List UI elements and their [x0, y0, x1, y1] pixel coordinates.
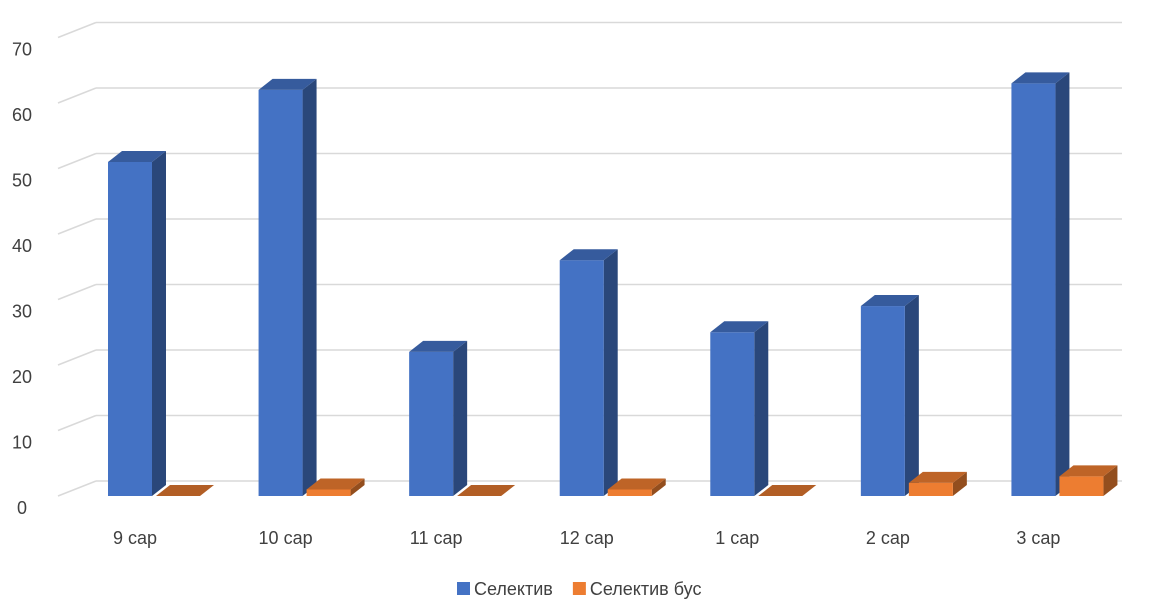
- bar-front: [1059, 476, 1104, 496]
- bar: [1011, 72, 1070, 496]
- bar-front: [1011, 83, 1056, 496]
- bar-side: [152, 150, 166, 496]
- bar-front: [306, 489, 351, 496]
- bar: [156, 485, 214, 496]
- bar-top: [258, 78, 317, 90]
- bar-top: [108, 150, 166, 162]
- gridline-depth: [57, 152, 97, 170]
- bar: [306, 478, 365, 496]
- y-tick-label: 10: [12, 433, 32, 453]
- x-tick-label: 1 сар: [715, 528, 759, 548]
- bar-front: [908, 482, 953, 496]
- bar-front: [409, 351, 454, 496]
- bar-front: [108, 161, 152, 496]
- bar: [108, 150, 166, 496]
- y-tick-label: 20: [12, 367, 32, 387]
- bar: [1059, 465, 1118, 496]
- bar-top: [1059, 465, 1118, 477]
- bar: [860, 295, 919, 496]
- bar-top: [457, 485, 516, 496]
- legend-swatch: [457, 582, 470, 595]
- bar-top: [306, 478, 365, 490]
- bar-side: [350, 478, 365, 496]
- legend-item: Селектив бус: [572, 579, 702, 599]
- x-tick-label: 3 сар: [1016, 528, 1060, 548]
- gridline-depth: [57, 87, 97, 104]
- bar: [908, 471, 967, 496]
- gridline-depth: [57, 21, 97, 39]
- gridline-depth: [57, 218, 97, 235]
- bar: [710, 321, 769, 496]
- bar: [409, 340, 468, 496]
- gridline-depth: [57, 414, 97, 432]
- bar-front: [607, 489, 652, 496]
- legend: Селектив Селектив бус: [457, 579, 701, 599]
- y-tick-label: 50: [12, 171, 32, 191]
- y-tick-label: 40: [12, 236, 32, 256]
- gridline-depth: [57, 349, 97, 366]
- gridline-depth: [57, 480, 97, 497]
- y-tick-label: 70: [12, 40, 32, 60]
- x-tick-label: 12 сар: [560, 528, 614, 548]
- bar-side: [754, 321, 769, 496]
- bar-side: [302, 78, 317, 497]
- bar-top: [559, 249, 618, 261]
- bar-front: [559, 260, 604, 496]
- bar-top: [607, 478, 666, 490]
- y-axis: 0 10 20 30 40 50 60 70: [12, 40, 32, 519]
- y-tick-label: 0: [17, 498, 27, 518]
- legend-item: Селектив: [457, 579, 553, 599]
- x-tick-label: 10 сар: [259, 528, 313, 548]
- bar: [258, 78, 317, 497]
- bar-top: [156, 485, 214, 496]
- bar-front: [860, 306, 905, 496]
- bar-top: [1011, 72, 1070, 84]
- y-tick-label: 60: [12, 105, 32, 125]
- legend-label: Селектив бус: [590, 579, 702, 599]
- bar: [457, 485, 516, 496]
- bar-top: [710, 321, 769, 333]
- bar-front: [710, 332, 755, 496]
- bar-side: [904, 295, 919, 496]
- bars: [108, 72, 1118, 497]
- bar: [758, 485, 817, 496]
- bar-side: [453, 340, 468, 496]
- y-tick-label: 30: [12, 302, 32, 322]
- bar-top: [860, 295, 919, 307]
- bar-top: [758, 485, 817, 496]
- bar-side: [1055, 72, 1070, 496]
- x-tick-label: 2 сар: [866, 528, 910, 548]
- bar: [559, 249, 618, 496]
- gridline-depth: [57, 283, 97, 301]
- bar-side: [651, 478, 666, 496]
- x-tick-label: 11 сар: [410, 528, 463, 548]
- legend-label: Селектив: [474, 579, 553, 599]
- bar: [607, 478, 666, 496]
- bar-side: [1103, 465, 1118, 496]
- bar-side: [603, 249, 618, 496]
- x-tick-label: 9 сар: [113, 528, 157, 548]
- bar-top: [409, 340, 468, 352]
- x-axis: 9 сар 10 сар 11 сар 12 сар 1 сар 2 сар 3 сар: [113, 528, 1060, 548]
- legend-swatch: [572, 582, 586, 595]
- bar-top: [908, 471, 967, 483]
- bar-side: [952, 471, 967, 496]
- bar-front: [258, 89, 303, 497]
